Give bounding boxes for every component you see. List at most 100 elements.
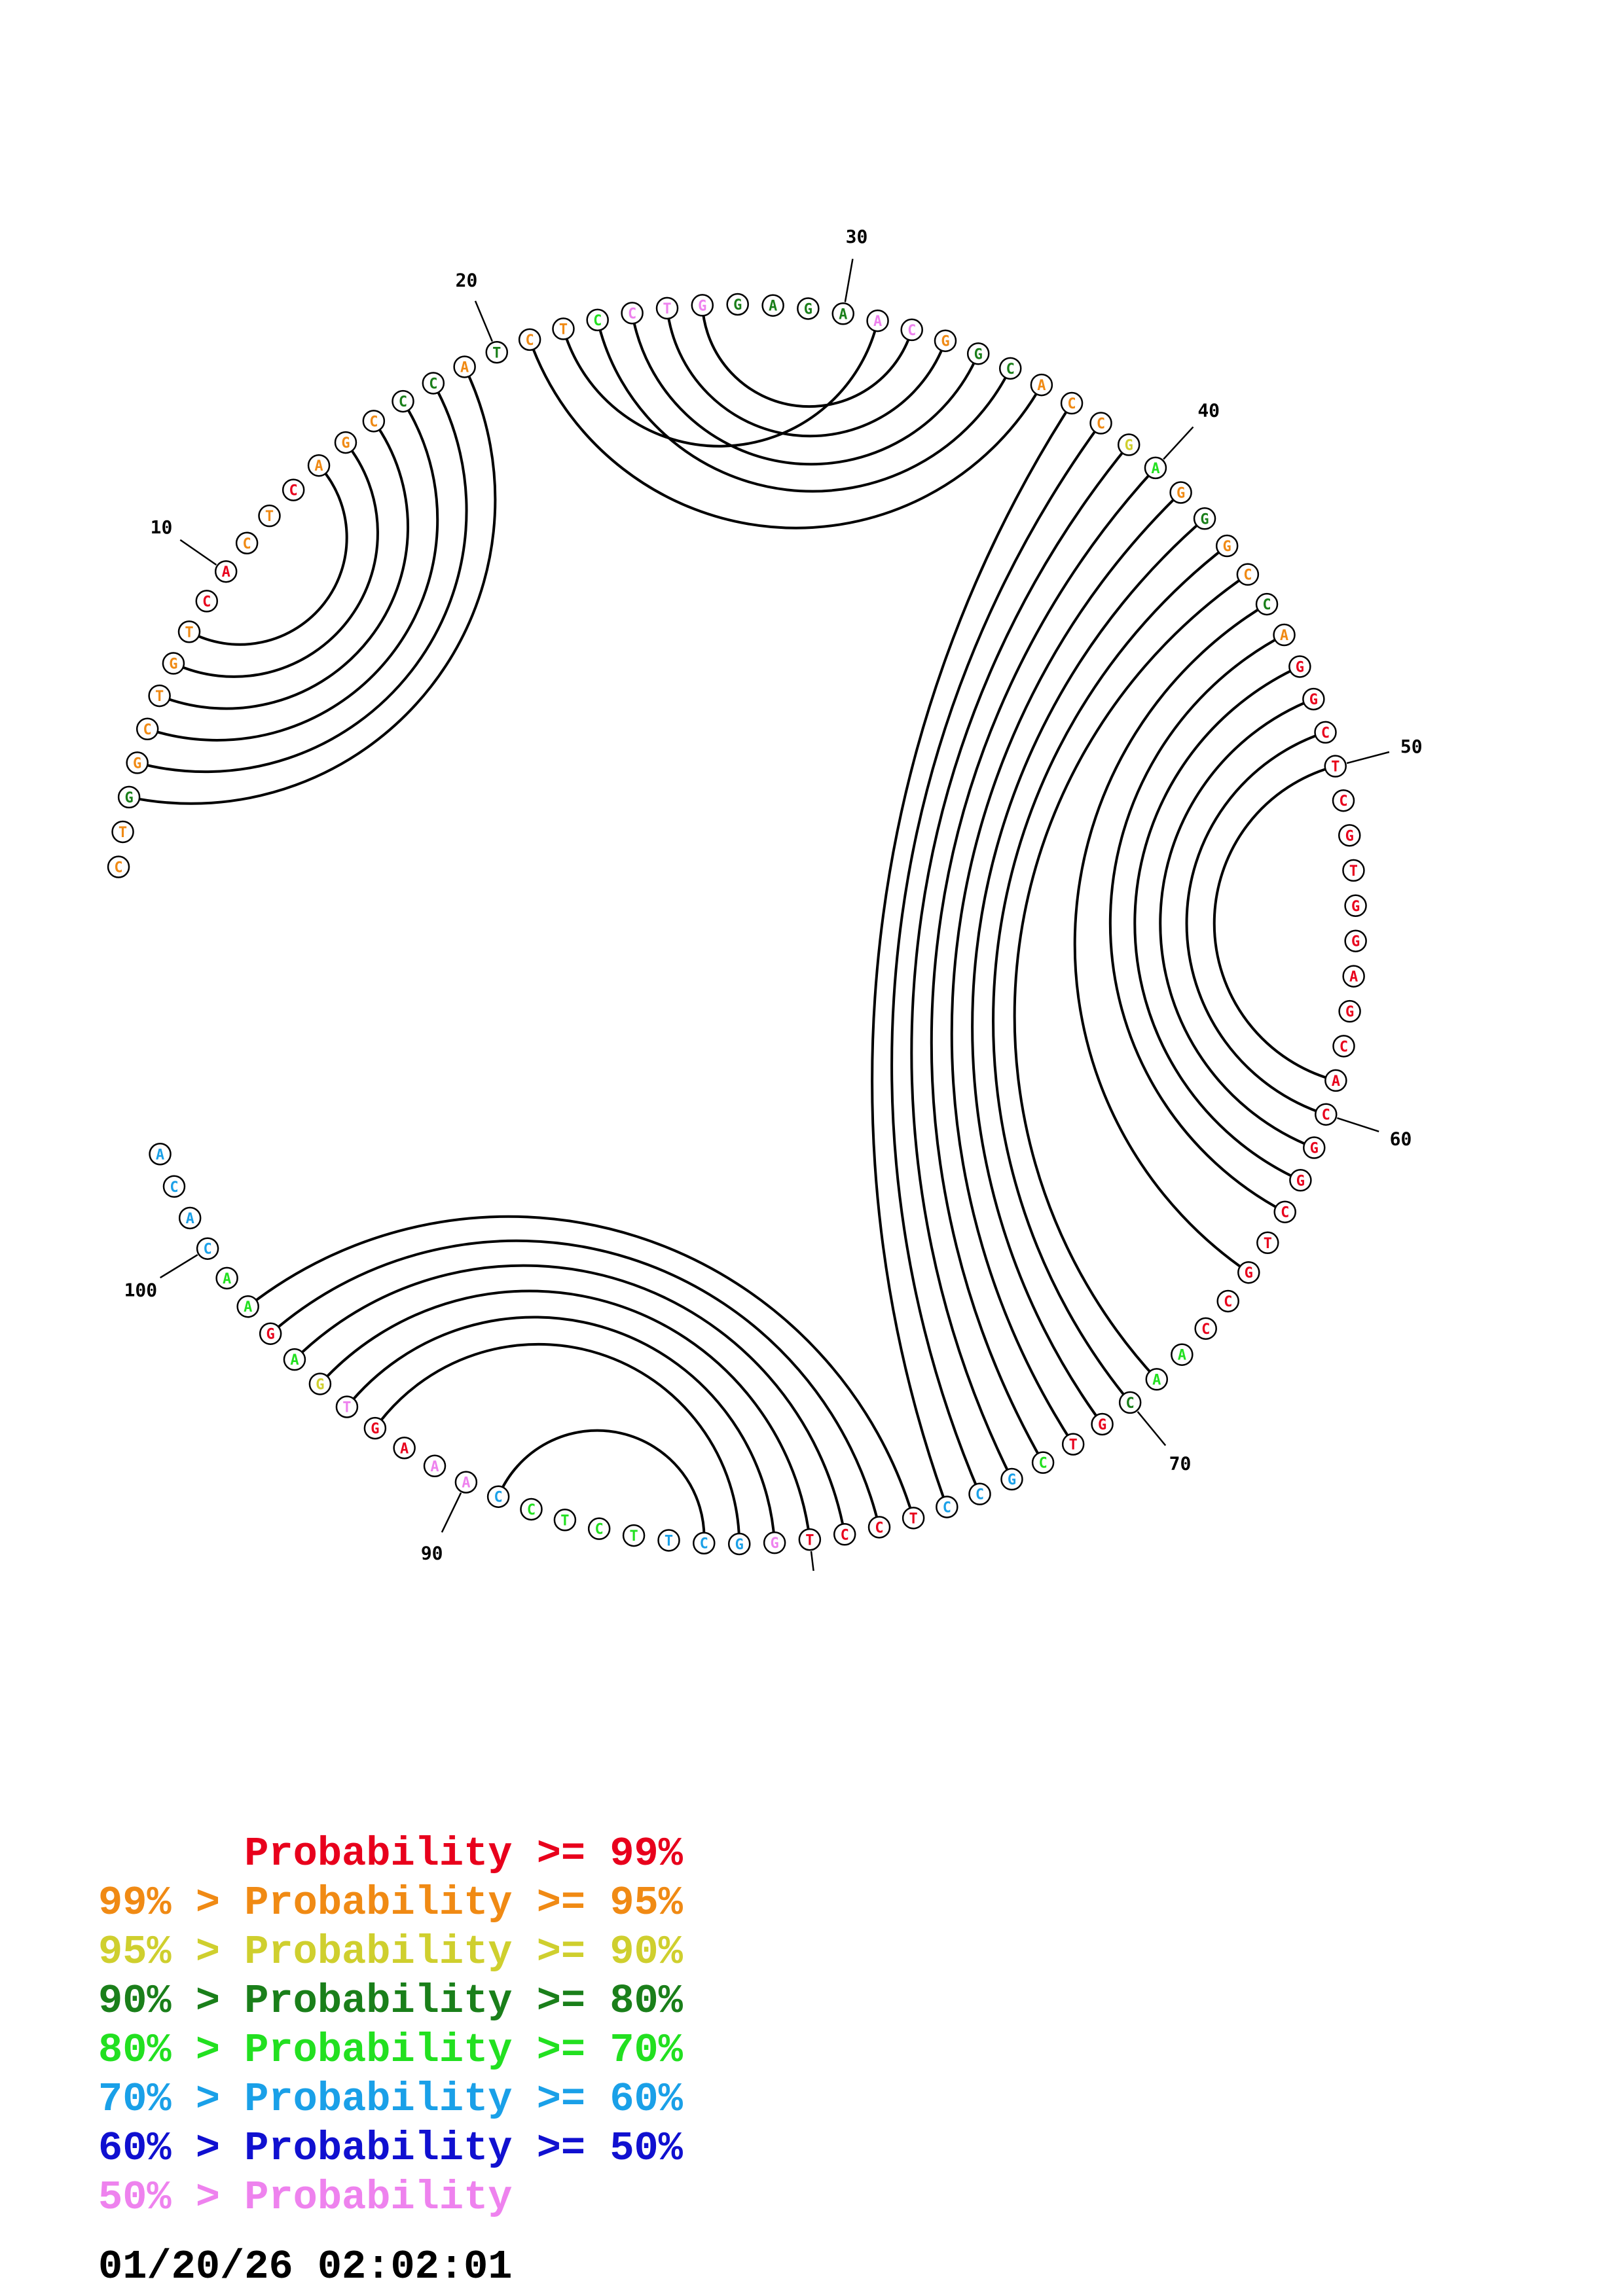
nucleotide: C bbox=[1118, 1391, 1142, 1414]
nucleotide-circle bbox=[761, 294, 784, 317]
legend-row: 80% > Probability >= 70% bbox=[98, 2027, 683, 2073]
nucleotide: C bbox=[900, 318, 923, 342]
nucleotide-letter: T bbox=[1331, 759, 1340, 776]
nucleotide: A bbox=[393, 1437, 416, 1460]
nucleotide-letter: G bbox=[974, 346, 983, 363]
nucleotide-circle bbox=[1236, 563, 1260, 586]
nucleotide: A bbox=[215, 1266, 238, 1290]
nucleotide-circle bbox=[1344, 894, 1367, 918]
nucleotide-letter: T bbox=[492, 345, 501, 361]
nucleotide: A bbox=[1342, 965, 1365, 988]
nucleotide: G bbox=[162, 652, 185, 675]
nucleotide: G bbox=[727, 1532, 751, 1556]
nucleotide: G bbox=[691, 294, 714, 317]
nucleotide-letter: C bbox=[593, 313, 602, 329]
nucleotide-letter: A bbox=[769, 298, 777, 315]
nucleotide: C bbox=[693, 1532, 716, 1554]
nucleotide-letter: G bbox=[371, 1421, 379, 1437]
base-pair-arc bbox=[1185, 730, 1326, 1116]
nucleotide-letter: A bbox=[1151, 461, 1159, 477]
nucleotide: A bbox=[1273, 623, 1296, 647]
nucleotide: T bbox=[148, 684, 171, 708]
nucleotide-circle bbox=[362, 410, 386, 433]
nucleotide-circle bbox=[1338, 824, 1361, 847]
base-pair-arc bbox=[1133, 665, 1302, 1182]
nucleotide-letter: C bbox=[527, 1502, 536, 1518]
nucleotide-letter: G bbox=[266, 1327, 275, 1343]
nucleotide-letter: T bbox=[560, 1513, 569, 1529]
nucleotide-letter: G bbox=[698, 298, 706, 314]
nucleotide-letter: C bbox=[628, 306, 636, 322]
nucleotide-circle bbox=[587, 1517, 611, 1540]
nucleotide-circle bbox=[195, 590, 219, 613]
nucleotide-letter: C bbox=[1340, 1039, 1348, 1055]
base-pair-arc bbox=[269, 1239, 881, 1528]
nucleotide: G bbox=[363, 1416, 387, 1440]
nucleotide-letter: T bbox=[119, 825, 127, 841]
base-pair-arc bbox=[992, 545, 1228, 1404]
nucleotide-circle bbox=[726, 293, 749, 316]
nucleotide: A bbox=[1144, 456, 1167, 480]
nucleotide: T bbox=[655, 296, 679, 320]
nucleotide-letter: G bbox=[804, 301, 812, 317]
nucleotide-circle bbox=[1030, 373, 1053, 397]
nucleotide-circle bbox=[308, 1372, 332, 1395]
nucleotide-letter: G bbox=[1309, 692, 1318, 708]
nucleotide-circle bbox=[1145, 1368, 1169, 1391]
nucleotide-circle bbox=[1255, 592, 1279, 616]
nucleotide-letter: T bbox=[559, 321, 568, 338]
nucleotide: G bbox=[117, 785, 141, 809]
nucleotide: C bbox=[1315, 1103, 1338, 1126]
nucleotide: G bbox=[1237, 1261, 1260, 1284]
nucleotide: T bbox=[553, 1509, 577, 1532]
nucleotide-letter: T bbox=[1264, 1236, 1272, 1252]
nucleotide: C bbox=[362, 410, 386, 433]
nucleotide: G bbox=[308, 1372, 332, 1395]
nucleotide-letter: G bbox=[1176, 485, 1185, 501]
nucleotide-circle bbox=[486, 1485, 510, 1508]
nucleotide-circle bbox=[136, 717, 159, 741]
nucleotide-letter: G bbox=[1200, 511, 1209, 528]
nucleotide: T bbox=[111, 820, 134, 844]
nucleotide-letter: A bbox=[186, 1211, 194, 1227]
nucleotide: A bbox=[283, 1348, 306, 1371]
nucleotide-letter: G bbox=[1296, 659, 1304, 675]
nucleotide: G bbox=[763, 1531, 786, 1554]
nucleotide-letter: A bbox=[430, 1459, 439, 1475]
nucleotide: A bbox=[214, 560, 238, 583]
base-pair-arc bbox=[890, 422, 1103, 1495]
nucleotide-circle bbox=[657, 1529, 680, 1552]
nucleotide-letter: G bbox=[1351, 934, 1360, 950]
nucleotide: G bbox=[1000, 1467, 1023, 1491]
nucleotide-circle bbox=[148, 684, 171, 708]
nucleotide-circle bbox=[236, 1295, 259, 1318]
nucleotide-circle bbox=[1289, 1169, 1312, 1192]
base-pair-arc bbox=[596, 319, 1012, 493]
nucleotide-letter: G bbox=[1008, 1472, 1016, 1488]
nucleotide-letter: T bbox=[1069, 1437, 1078, 1454]
nucleotide: G bbox=[966, 342, 990, 365]
nucleotide-circle bbox=[1273, 1200, 1296, 1223]
nucleotide-circle bbox=[363, 1416, 387, 1440]
nucleotide: A bbox=[178, 1206, 202, 1230]
nucleotide-letter: G bbox=[1345, 828, 1354, 844]
nucleotide-circle bbox=[1000, 1467, 1023, 1491]
nucleotide-letter: A bbox=[400, 1441, 409, 1457]
nucleotide-circle bbox=[454, 1471, 478, 1494]
tick-label: 40 bbox=[1197, 400, 1220, 422]
nucleotide: T bbox=[258, 504, 281, 528]
nucleotide: A bbox=[1145, 1368, 1169, 1391]
nucleotide-letter: G bbox=[1345, 1004, 1354, 1020]
tick-label: 30 bbox=[846, 226, 868, 247]
nucleotide: C bbox=[1273, 1200, 1296, 1223]
nucleotide-circle bbox=[149, 1143, 172, 1166]
nucleotide: C bbox=[1314, 721, 1337, 744]
nucleotide-letter: C bbox=[143, 722, 152, 738]
nucleotide: G bbox=[1302, 687, 1325, 711]
nucleotide: G bbox=[1344, 894, 1367, 918]
nucleotide: G bbox=[1091, 1412, 1114, 1436]
nucleotide: G bbox=[126, 751, 149, 774]
position-ticks: 102030405060708090100 bbox=[124, 226, 1423, 1571]
nucleotide-letter: C bbox=[170, 1179, 178, 1196]
nucleotide-circle bbox=[1324, 755, 1347, 778]
